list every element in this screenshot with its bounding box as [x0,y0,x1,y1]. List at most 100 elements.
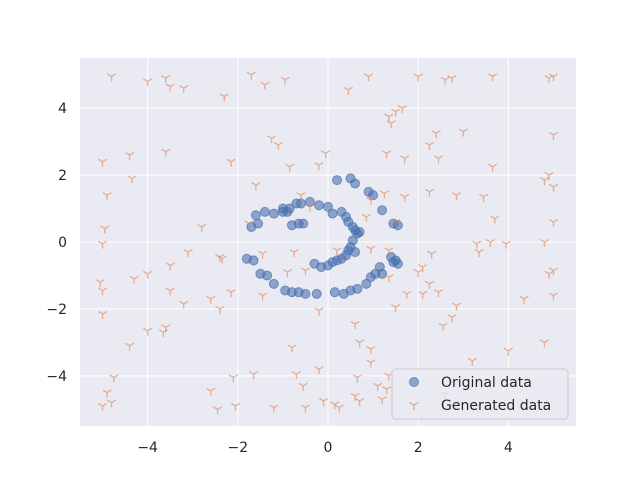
original-data-point [332,175,343,186]
data-points [95,71,559,415]
generated-data-point [143,78,153,87]
generated-data-point [273,141,284,150]
generated-data-point [548,292,559,301]
generated-data-point [251,182,261,191]
generated-data-point [386,120,396,129]
x-tick-label: 0 [324,440,333,456]
generated-data-point [305,203,315,212]
generated-data-point [206,295,216,304]
generated-data-point [226,289,236,298]
generated-data-point [95,279,105,288]
generated-data-point [314,366,324,375]
generated-data-point [102,389,112,398]
x-tick-label: −4 [137,440,158,456]
y-tick-label: −4 [46,369,67,385]
generated-data-point [467,357,477,366]
generated-data-point [433,289,444,298]
generated-data-point [179,300,189,309]
generated-data-point [400,155,410,164]
generated-data-point [248,371,259,380]
generated-data-point [438,322,448,331]
generated-data-point [269,404,279,413]
generated-data-point [503,347,513,356]
legend-marker-generated [409,401,419,410]
original-data-point [300,288,311,299]
generated-data-point [102,192,112,201]
generated-data-point [413,73,423,82]
generated-data-point [197,223,207,232]
generated-data-point [366,197,376,206]
original-data-point [336,253,347,264]
generated-data-point [363,73,374,82]
generated-data-point [158,329,169,338]
generated-data-point [487,73,498,82]
generated-data-point [106,399,117,408]
generated-data-point [161,75,171,84]
generated-data-point [490,215,500,224]
generated-data-point [212,406,223,415]
generated-data-point [350,320,360,329]
grid [80,58,576,426]
original-data-point [253,218,264,229]
generated-data-point [548,183,559,192]
generated-data-point [183,248,193,258]
legend-label-generated: Generated data [441,398,551,414]
generated-data-point [384,247,394,256]
generated-data-point [431,130,441,139]
generated-data-point [285,163,295,172]
generated-data-point [230,402,241,411]
generated-data-point [97,287,108,296]
original-data-point [248,255,259,266]
generated-data-point [548,218,559,227]
generated-data-point [226,158,236,167]
generated-data-point [485,238,495,247]
generated-data-point [366,345,376,355]
generated-data-point [280,76,290,85]
generated-data-point [244,220,254,229]
generated-data-point [287,344,297,353]
generated-data-point [427,250,437,259]
generated-data-point [165,262,175,271]
original-data-point [350,178,361,189]
generated-data-point [97,310,108,319]
generated-data-point [300,267,311,276]
generated-data-point [97,402,108,411]
generated-data-point [377,396,387,405]
generated-data-point [354,397,365,406]
generated-data-point [217,255,227,264]
tick-labels: −4 −2 0 2 4 −4 −2 0 2 4 [46,101,513,456]
generated-data-point [400,193,410,202]
generated-data-point [260,81,270,90]
generated-data-point [519,295,529,304]
generated-data-point [472,240,482,249]
generated-data-point [544,172,554,181]
generated-data-point [413,269,423,278]
original-data-point [313,200,324,211]
generated-data-point [330,401,340,410]
original-data-point [268,278,279,289]
generated-data-point [379,190,389,199]
generated-data-point [447,75,457,84]
generated-data-point [179,85,189,94]
original-data-point [262,270,273,281]
generated-data-point [539,339,550,348]
generated-data-point [298,382,308,391]
generated-data-point [314,161,324,171]
generated-data-point [424,280,435,289]
generated-data-point [458,128,468,137]
y-tick-label: 2 [58,168,67,184]
generated-data-point [318,397,329,406]
generated-data-point [384,113,394,122]
original-data-point [291,198,302,209]
generated-data-point [433,155,444,164]
generated-data-point [487,163,498,172]
generated-data-point [361,213,371,222]
generated-data-point [257,250,268,259]
generated-data-point [228,374,238,383]
generated-data-point [451,192,462,201]
generated-data-point [127,175,137,184]
generated-data-point [124,342,135,351]
generated-data-point [97,158,108,167]
generated-data-point [418,290,428,299]
